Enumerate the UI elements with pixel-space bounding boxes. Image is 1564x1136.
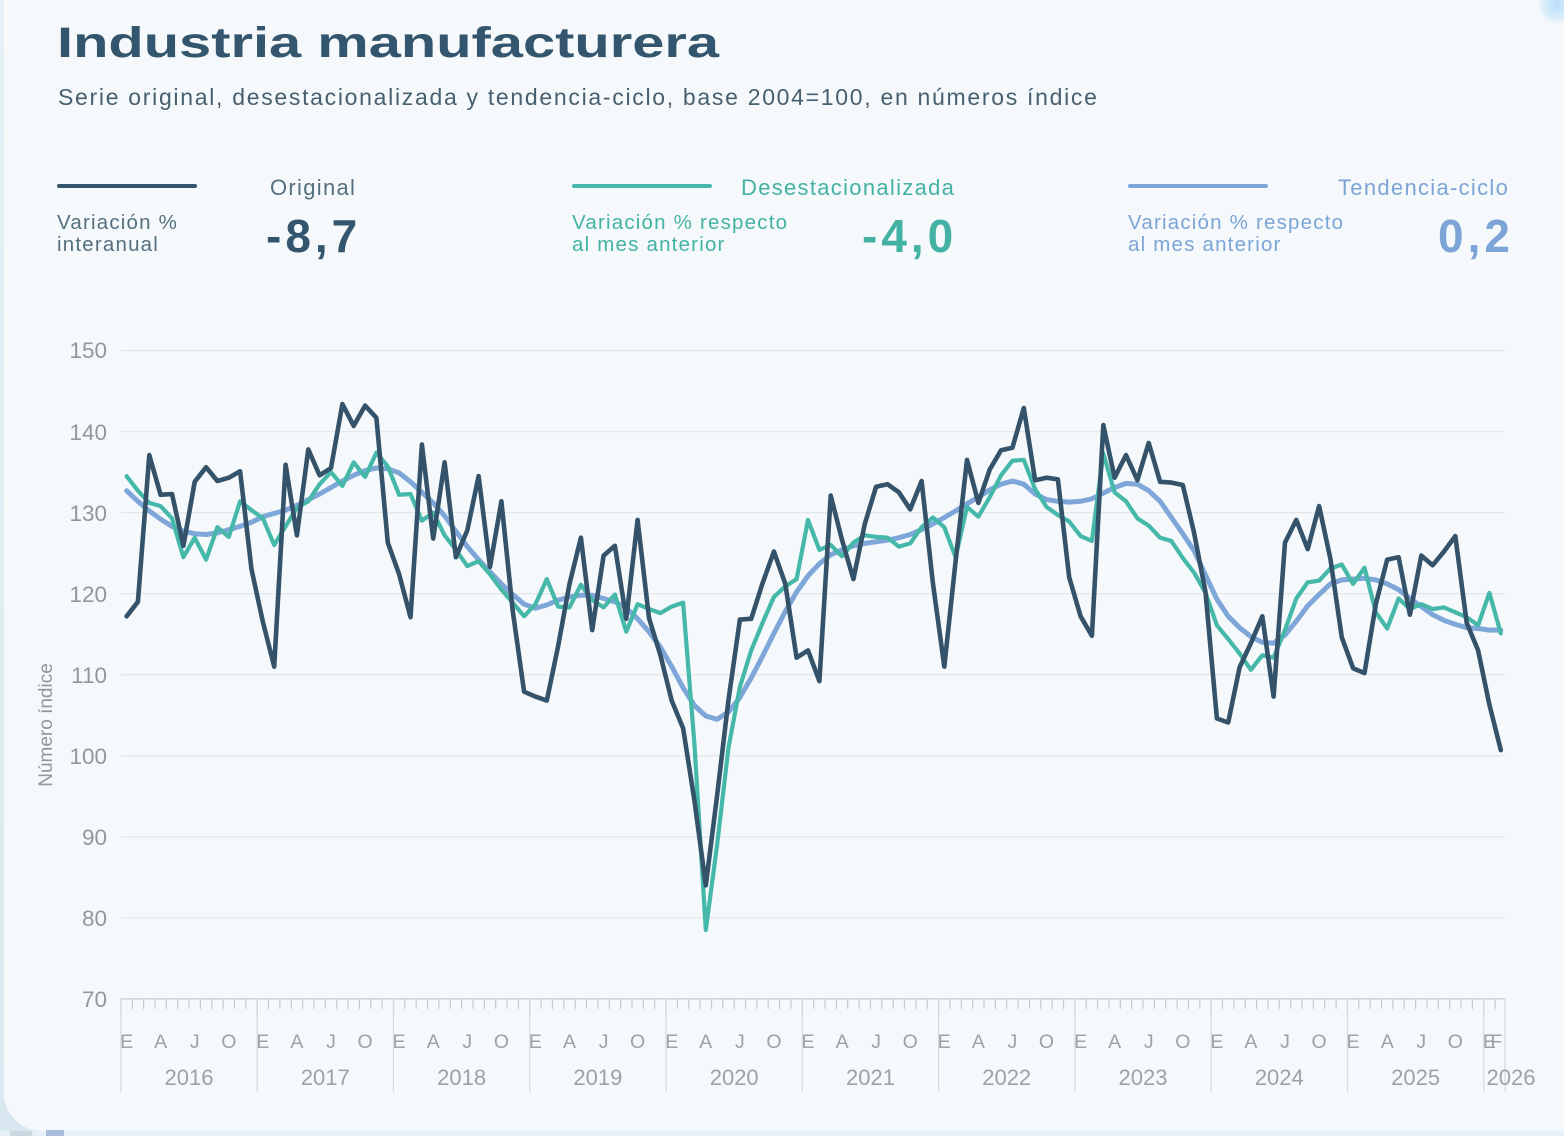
svg-text:2026: 2026 [1487, 1065, 1536, 1090]
svg-text:90: 90 [82, 825, 107, 850]
svg-text:2020: 2020 [710, 1065, 759, 1090]
svg-text:A: A [699, 1031, 712, 1053]
svg-text:E: E [665, 1031, 678, 1053]
svg-text:A: A [563, 1031, 576, 1053]
svg-text:Número índice: Número índice [36, 663, 57, 787]
svg-text:O: O [766, 1031, 781, 1053]
svg-text:E: E [120, 1031, 133, 1053]
svg-text:E: E [393, 1031, 406, 1053]
svg-text:A: A [1244, 1031, 1257, 1053]
svg-text:2016: 2016 [165, 1065, 214, 1090]
svg-text:O: O [1039, 1031, 1054, 1053]
svg-text:O: O [630, 1031, 645, 1053]
svg-text:110: 110 [71, 663, 107, 688]
svg-text:A: A [1108, 1031, 1121, 1053]
svg-text:O: O [221, 1031, 236, 1053]
svg-text:F: F [1490, 1031, 1502, 1053]
svg-text:A: A [836, 1031, 849, 1053]
svg-text:A: A [427, 1031, 440, 1053]
svg-text:130: 130 [69, 501, 107, 526]
svg-text:140: 140 [69, 420, 107, 445]
svg-text:J: J [1416, 1031, 1426, 1053]
svg-text:100: 100 [69, 744, 107, 769]
svg-text:J: J [599, 1031, 609, 1053]
svg-text:O: O [1312, 1031, 1327, 1053]
svg-text:E: E [801, 1031, 814, 1053]
svg-text:O: O [358, 1031, 373, 1053]
svg-text:80: 80 [82, 906, 107, 931]
svg-text:2018: 2018 [437, 1065, 486, 1090]
svg-text:J: J [190, 1031, 200, 1053]
svg-text:2017: 2017 [301, 1065, 350, 1090]
svg-text:O: O [494, 1031, 509, 1053]
svg-text:A: A [154, 1031, 167, 1053]
svg-text:A: A [290, 1031, 303, 1053]
svg-text:2022: 2022 [982, 1065, 1031, 1090]
svg-text:2024: 2024 [1255, 1065, 1304, 1090]
svg-text:J: J [462, 1031, 472, 1053]
svg-text:E: E [938, 1031, 951, 1053]
svg-text:J: J [326, 1031, 336, 1053]
svg-text:150: 150 [69, 338, 107, 363]
svg-text:O: O [1175, 1031, 1190, 1053]
svg-text:E: E [1210, 1031, 1223, 1053]
svg-text:J: J [735, 1031, 745, 1053]
svg-text:A: A [1381, 1031, 1394, 1053]
svg-text:J: J [871, 1031, 881, 1053]
svg-text:2025: 2025 [1391, 1065, 1440, 1090]
svg-text:A: A [972, 1031, 985, 1053]
svg-text:J: J [1280, 1031, 1290, 1053]
svg-text:2019: 2019 [573, 1065, 622, 1090]
svg-text:J: J [1144, 1031, 1154, 1053]
svg-text:O: O [1448, 1031, 1463, 1053]
svg-text:E: E [1347, 1031, 1360, 1053]
svg-text:70: 70 [82, 987, 107, 1012]
svg-text:120: 120 [69, 582, 107, 607]
svg-text:2023: 2023 [1119, 1065, 1168, 1090]
svg-text:E: E [529, 1031, 542, 1053]
svg-text:O: O [903, 1031, 918, 1053]
svg-text:E: E [1074, 1031, 1087, 1053]
svg-text:E: E [1483, 1031, 1496, 1053]
svg-text:E: E [256, 1031, 269, 1053]
svg-text:2021: 2021 [846, 1065, 895, 1090]
svg-text:J: J [1008, 1031, 1018, 1053]
